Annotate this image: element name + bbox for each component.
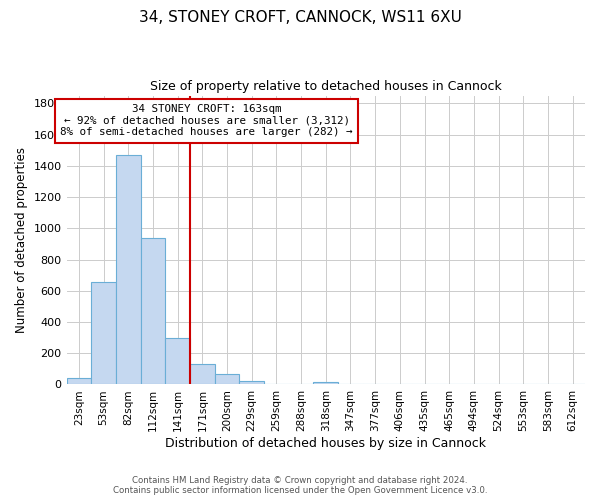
Text: Contains HM Land Registry data © Crown copyright and database right 2024.
Contai: Contains HM Land Registry data © Crown c… [113, 476, 487, 495]
Bar [91, 282, 116, 384]
Bar [67, 378, 91, 384]
Title: Size of property relative to detached houses in Cannock: Size of property relative to detached ho… [150, 80, 502, 93]
X-axis label: Distribution of detached houses by size in Cannock: Distribution of detached houses by size … [165, 437, 486, 450]
Bar [215, 374, 239, 384]
Text: 34 STONEY CROFT: 163sqm
← 92% of detached houses are smaller (3,312)
8% of semi-: 34 STONEY CROFT: 163sqm ← 92% of detache… [60, 104, 353, 138]
Bar [190, 364, 215, 384]
Y-axis label: Number of detached properties: Number of detached properties [15, 147, 28, 333]
Bar [313, 382, 338, 384]
Bar [165, 338, 190, 384]
Bar [239, 380, 264, 384]
Bar [116, 155, 140, 384]
Bar [140, 238, 165, 384]
Text: 34, STONEY CROFT, CANNOCK, WS11 6XU: 34, STONEY CROFT, CANNOCK, WS11 6XU [139, 10, 461, 25]
